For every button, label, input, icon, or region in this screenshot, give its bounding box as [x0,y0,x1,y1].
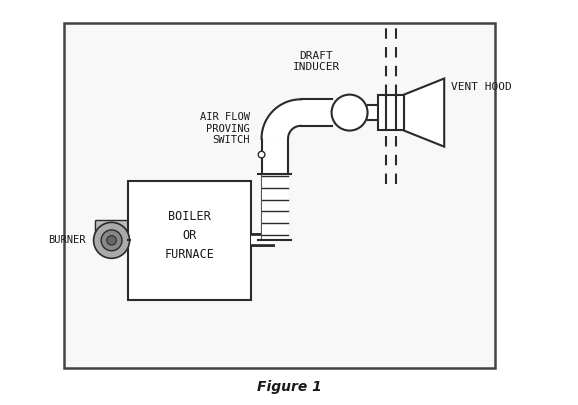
Text: BURNER: BURNER [48,235,86,245]
Bar [64,23,495,368]
Text: Figure 1: Figure 1 [257,380,321,394]
Circle shape [332,95,368,130]
Text: DRAFT
INDUCER: DRAFT INDUCER [293,51,340,72]
FancyBboxPatch shape [95,220,128,236]
Circle shape [94,222,129,258]
Circle shape [258,151,265,158]
Text: VENT HOOD: VENT HOOD [451,81,512,92]
Text: BOILER
OR
FURNACE: BOILER OR FURNACE [165,210,214,261]
Polygon shape [404,79,444,147]
Bar [378,95,404,130]
Text: AIR FLOW
PROVING
SWITCH: AIR FLOW PROVING SWITCH [200,112,250,145]
Polygon shape [262,99,301,139]
Bar [128,181,251,300]
Circle shape [101,230,122,251]
Circle shape [107,236,116,245]
